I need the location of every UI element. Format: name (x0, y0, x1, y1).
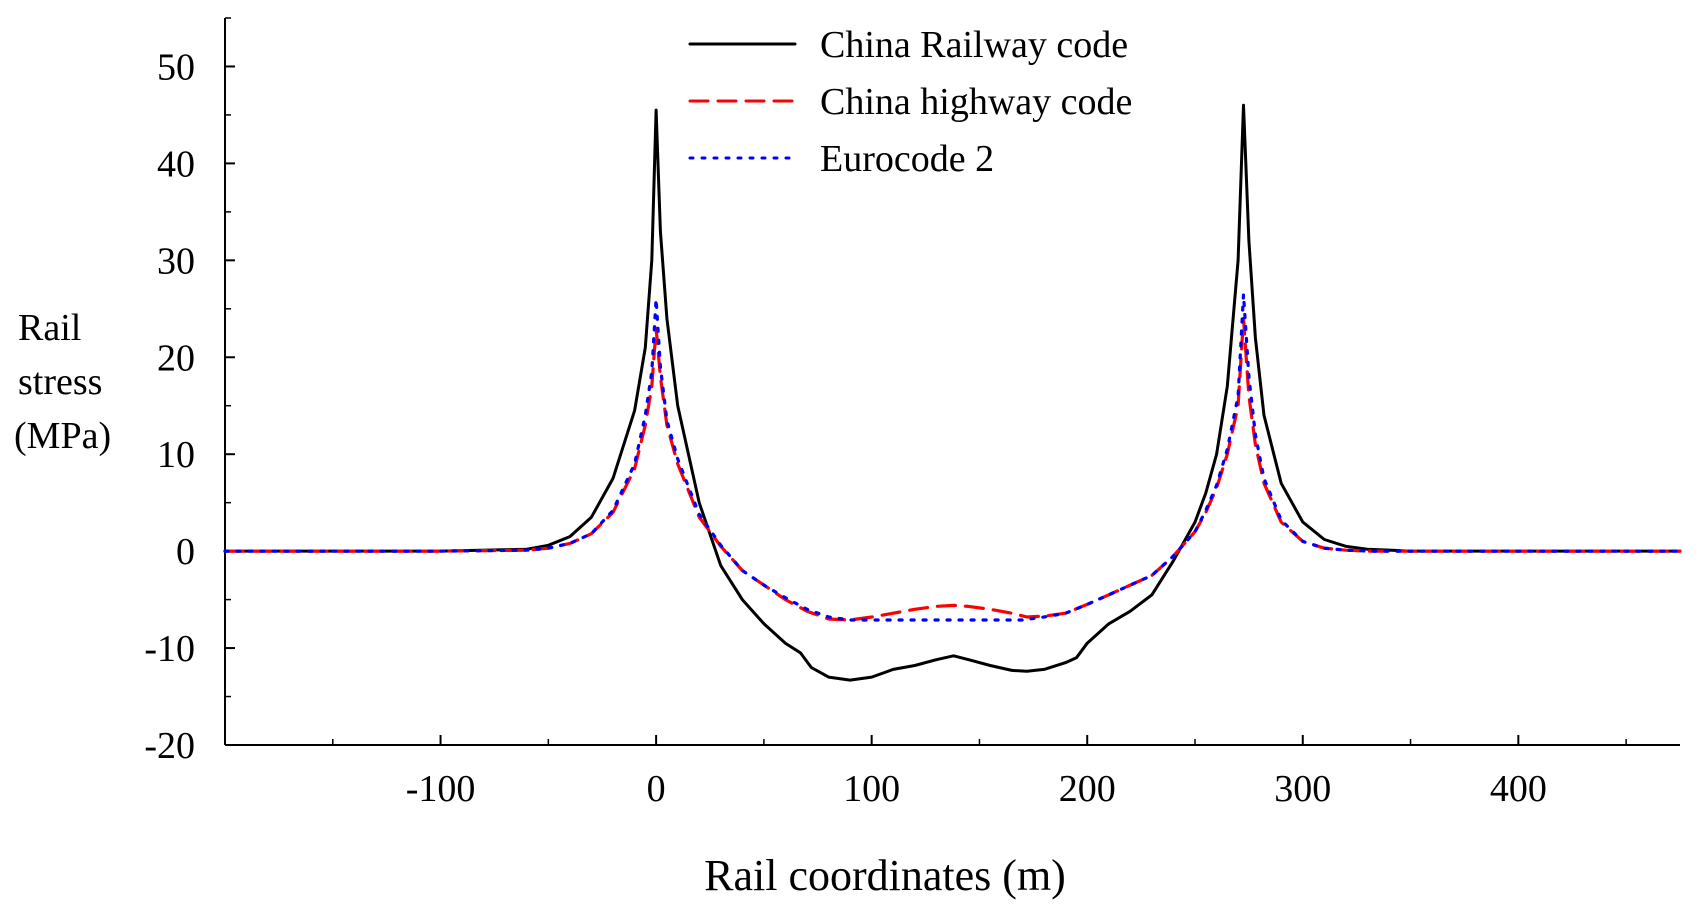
x-tick-label: 100 (843, 768, 900, 810)
x-tick-label: 200 (1059, 768, 1116, 810)
y-tick-label: 0 (176, 531, 195, 573)
y-tick-label: 30 (157, 240, 195, 282)
x-tick-label: 400 (1490, 768, 1547, 810)
y-tick-label: 10 (157, 434, 195, 476)
y-axis-title: Rail stress (MPa) (14, 307, 111, 457)
series-line-1 (223, 103, 1682, 682)
series-group (223, 103, 1682, 682)
series-line-3 (223, 292, 1682, 622)
y-axis-title-line-2: stress (18, 361, 102, 403)
y-axis-title-line-3: (MPa) (14, 415, 111, 457)
series-line-2 (223, 316, 1682, 622)
legend-label-3: Eurocode 2 (820, 138, 994, 180)
x-axis-title: Rail coordinates (m) (704, 851, 1066, 900)
legend-label-1: China Railway code (820, 24, 1128, 66)
y-tick-label: -10 (144, 628, 195, 670)
y-tick-label: 20 (157, 337, 195, 379)
y-tick-label: 50 (157, 46, 195, 88)
y-tick-label: -20 (144, 725, 195, 767)
x-tick-label: 0 (647, 768, 666, 810)
x-tick-label: 300 (1274, 768, 1331, 810)
y-axis-title-line-1: Rail (18, 307, 81, 349)
y-tick-label: 40 (157, 143, 195, 185)
legend-label-2: China highway code (820, 81, 1132, 123)
legend: China Railway code China highway code Euro… (688, 24, 1132, 180)
x-tick-label: -100 (406, 768, 476, 810)
